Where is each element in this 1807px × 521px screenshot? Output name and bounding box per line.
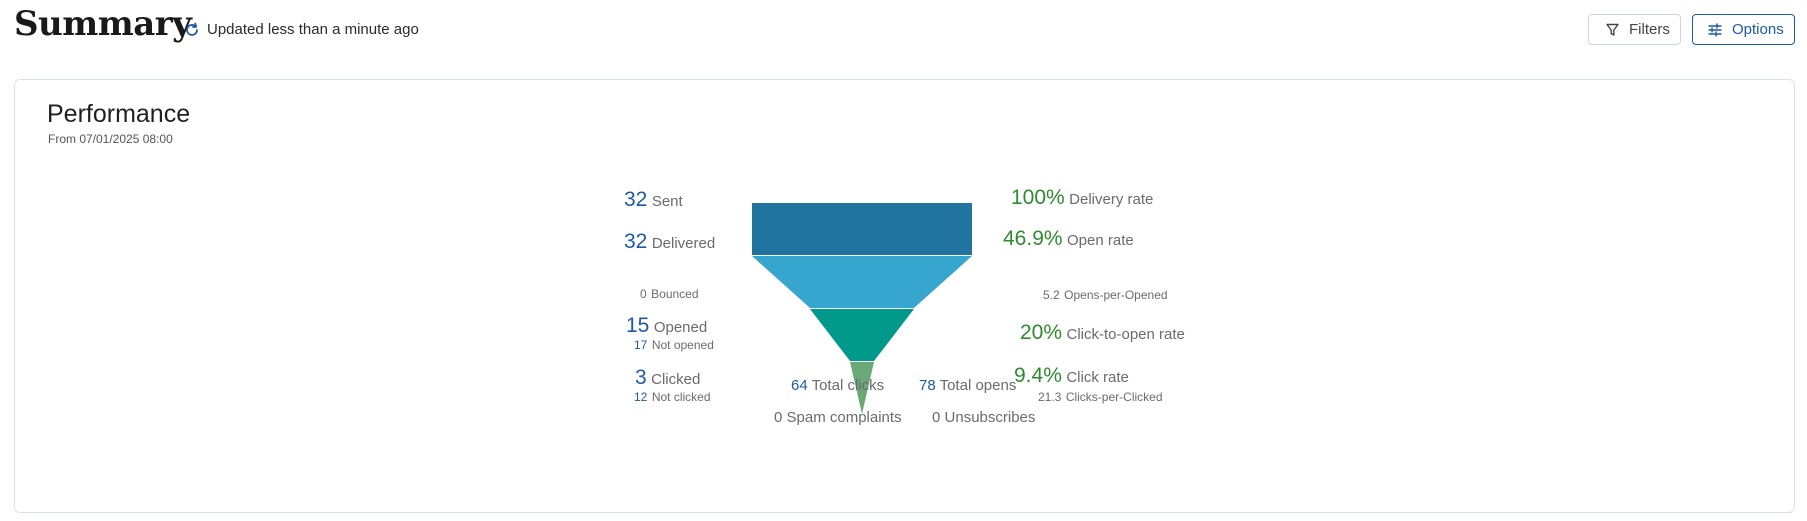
cto-rate-label: Click-to-open rate <box>1066 326 1185 343</box>
spam-label: Spam complaints <box>786 409 902 426</box>
stat-unsubscribes: 0 Unsubscribes <box>932 409 1035 426</box>
funnel-sent <box>752 203 972 255</box>
delivery-rate-label: Delivery rate <box>1069 191 1154 208</box>
spam-value: 0 <box>774 409 783 426</box>
sent-value: 32 <box>624 188 648 211</box>
total-clicks-label: Total clicks <box>811 377 885 394</box>
stat-not-opened: 17 Not opened <box>634 336 714 354</box>
stat-cto-rate: 20% Click-to-open rate <box>1020 321 1185 345</box>
stat-opened: 15 Opened <box>626 314 707 338</box>
opens-per-opened-label: Opens-per-Opened <box>1064 288 1168 302</box>
total-opens-value: 78 <box>919 377 936 394</box>
performance-card: Performance From 07/01/2025 08:00 32 Sen… <box>14 79 1795 513</box>
bounced-value: 0 <box>640 287 647 301</box>
page-header: Summary Updated less than a minute ago F… <box>0 0 1807 62</box>
delivered-value: 32 <box>624 230 648 253</box>
not-opened-label: Not opened <box>651 338 714 352</box>
unsubscribes-value: 0 <box>932 409 941 426</box>
opened-label: Opened <box>653 319 708 336</box>
open-rate-value: 46.9% <box>1003 227 1063 250</box>
stat-delivered: 32 Delivered <box>624 230 724 254</box>
clicked-label: Clicked <box>651 371 701 388</box>
page-title: Summary <box>14 4 192 44</box>
clicks-per-clicked-value: 21.3 <box>1038 390 1062 404</box>
not-clicked-value: 12 <box>634 390 648 404</box>
performance-funnel <box>752 203 972 414</box>
stat-click-rate: 9.4% Click rate <box>1014 364 1129 388</box>
stat-not-clicked: 12 Not clicked <box>634 388 711 406</box>
funnel-opened <box>810 309 914 361</box>
options-button[interactable]: Options <box>1692 14 1795 45</box>
refresh-icon[interactable] <box>184 22 200 38</box>
stat-total-clicks: 64 Total clicks <box>791 377 884 394</box>
stat-clicks-per-clicked: 21.3 Clicks-per-Clicked <box>1038 388 1163 406</box>
stat-opens-per-opened: 5.2 Opens-per-Opened <box>1043 286 1168 304</box>
filter-icon <box>1606 23 1619 36</box>
stat-open-rate: 46.9% Open rate <box>1003 227 1134 251</box>
not-clicked-label: Not clicked <box>651 390 711 404</box>
filters-label: Filters <box>1629 21 1670 38</box>
click-rate-value: 9.4% <box>1014 364 1062 387</box>
sent-label: Sent <box>651 193 683 210</box>
open-rate-label: Open rate <box>1067 232 1134 249</box>
updated-status: Updated less than a minute ago <box>207 21 419 38</box>
funnel-clicked <box>850 362 874 414</box>
opened-value: 15 <box>626 314 650 337</box>
funnel-delivered <box>752 256 972 308</box>
stat-clicked: 3 Clicked <box>635 366 700 390</box>
bounced-label: Bounced <box>651 287 699 301</box>
total-clicks-value: 64 <box>791 377 808 394</box>
stat-spam: 0 Spam complaints <box>774 409 902 426</box>
click-rate-label: Click rate <box>1066 369 1129 386</box>
cto-rate-value: 20% <box>1020 321 1063 344</box>
options-label: Options <box>1732 21 1784 38</box>
stat-total-opens: 78 Total opens <box>919 377 1016 394</box>
stat-bounced: 0 Bounced <box>640 285 699 303</box>
filters-button[interactable]: Filters <box>1588 14 1681 45</box>
delivered-label: Delivered <box>651 235 716 252</box>
sliders-icon <box>1708 22 1722 37</box>
delivery-rate-value: 100% <box>1011 186 1065 209</box>
stat-delivery-rate: 100% Delivery rate <box>1011 186 1153 210</box>
opens-per-opened-value: 5.2 <box>1043 288 1060 302</box>
performance-title: Performance <box>47 100 191 128</box>
clicked-value: 3 <box>635 366 647 389</box>
clicks-per-clicked-label: Clicks-per-Clicked <box>1065 390 1163 404</box>
not-opened-value: 17 <box>634 338 648 352</box>
unsubscribes-label: Unsubscribes <box>944 409 1036 426</box>
stat-sent: 32 Sent <box>624 188 724 212</box>
total-opens-label: Total opens <box>939 377 1017 394</box>
performance-subtitle: From 07/01/2025 08:00 <box>48 132 173 146</box>
